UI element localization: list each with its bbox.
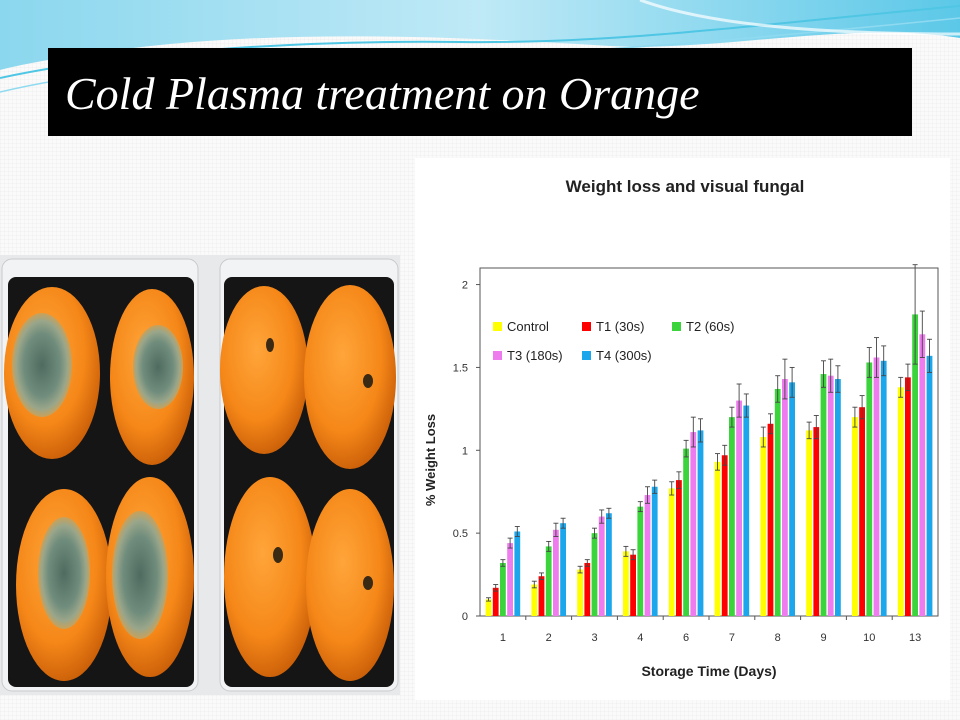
bar-t2-60s- [729,417,735,616]
bar-t1-30s- [859,407,865,616]
bar-t1-30s- [813,427,820,616]
bar-t2-60s- [774,388,781,616]
bar-t3-180s- [644,495,651,616]
x-tick-label: 10 [863,632,875,644]
bar-t4-300s- [651,486,658,616]
legend-label: T2 (60s) [686,319,734,334]
y-tick-label: 1.5 [453,362,468,374]
bar-t3-180s- [507,543,513,616]
bar-control [806,430,812,616]
y-tick-label: 1 [462,445,468,457]
orange-photo [0,255,400,695]
legend-label: Control [507,319,549,334]
bar-t2-60s- [500,562,506,616]
bar-t4-300s- [789,382,795,616]
bar-control [485,599,492,616]
bar-control [760,437,767,616]
legend-label: T4 (300s) [596,348,652,363]
bar-t4-300s- [697,430,704,616]
x-tick-label: 13 [909,632,921,644]
bar-t3-180s- [827,375,834,616]
bar-t2-60s- [866,362,873,616]
legend-label: T1 (30s) [596,319,644,334]
x-tick-label: 8 [775,632,781,644]
y-tick-label: 2 [462,280,468,292]
bar-control [897,387,904,616]
bar-t3-180s- [553,529,559,616]
bar-t3-180s- [873,357,880,616]
bar-t4-300s- [560,523,566,616]
x-tick-label: 2 [546,632,552,644]
bar-t4-300s- [514,531,521,616]
bar-t1-30s- [767,423,774,616]
x-axis-label: Storage Time (Days) [641,663,776,679]
legend-swatch [582,351,591,360]
y-tick-label: 0 [462,611,468,623]
bar-t2-60s- [820,374,827,616]
y-tick-label: 0.5 [453,528,468,540]
bar-t2-60s- [545,546,552,616]
bar-t3-180s- [736,400,742,616]
slide-title: Cold Plasma treatment on Orange [65,68,700,119]
legend-swatch [672,322,681,331]
legend-swatch [493,322,502,331]
weight-loss-chart: Weight loss and visual fungal % Weight L… [423,177,939,679]
legend-swatch [582,322,591,331]
legend-label: T3 (180s) [507,348,563,363]
bar-t1-30s- [538,576,545,616]
bar-t4-300s- [926,355,933,616]
bar-t1-30s- [492,587,499,616]
bar-t4-300s- [743,405,750,616]
x-tick-label: 1 [500,632,506,644]
bar-control [852,417,858,616]
bar-t3-180s- [782,379,788,616]
bar-t3-180s- [690,432,697,616]
bar-t3-180s- [598,516,605,616]
y-axis-label: % Weight Loss [423,414,438,506]
bar-t1-30s- [721,455,728,616]
legend-swatch [493,351,502,360]
bar-t4-300s- [835,379,841,616]
bar-control [531,584,538,616]
bar-t4-300s- [880,360,887,616]
bar-t2-60s- [683,448,689,616]
x-tick-label: 3 [591,632,597,644]
chart-title: Weight loss and visual fungal [566,177,805,196]
bar-t4-300s- [606,513,612,616]
x-tick-label: 9 [820,632,826,644]
bar-control [714,461,721,616]
x-tick-label: 6 [683,632,689,644]
bar-t1-30s- [905,377,911,616]
bar-t2-60s- [591,533,598,616]
bar-t1-30s- [584,562,591,616]
bar-control [668,488,675,616]
chart-panel: Weight loss and visual fungal % Weight L… [415,158,950,700]
bar-t1-30s- [630,554,636,616]
bar-t1-30s- [676,480,682,616]
title-banner: Cold Plasma treatment on Orange [48,48,912,136]
bar-t3-180s- [919,334,926,616]
x-tick-label: 7 [729,632,735,644]
bar-control [577,569,583,616]
x-tick-label: 4 [637,632,643,644]
bar-control [623,551,629,616]
plot-area: 0 0.5 1 1.5 2 1 2 3 4 6 7 8 9 10 13 Control T1 (30s) T2 (… [453,264,933,644]
bar-t2-60s- [912,314,918,616]
bar-t2-60s- [637,506,644,616]
